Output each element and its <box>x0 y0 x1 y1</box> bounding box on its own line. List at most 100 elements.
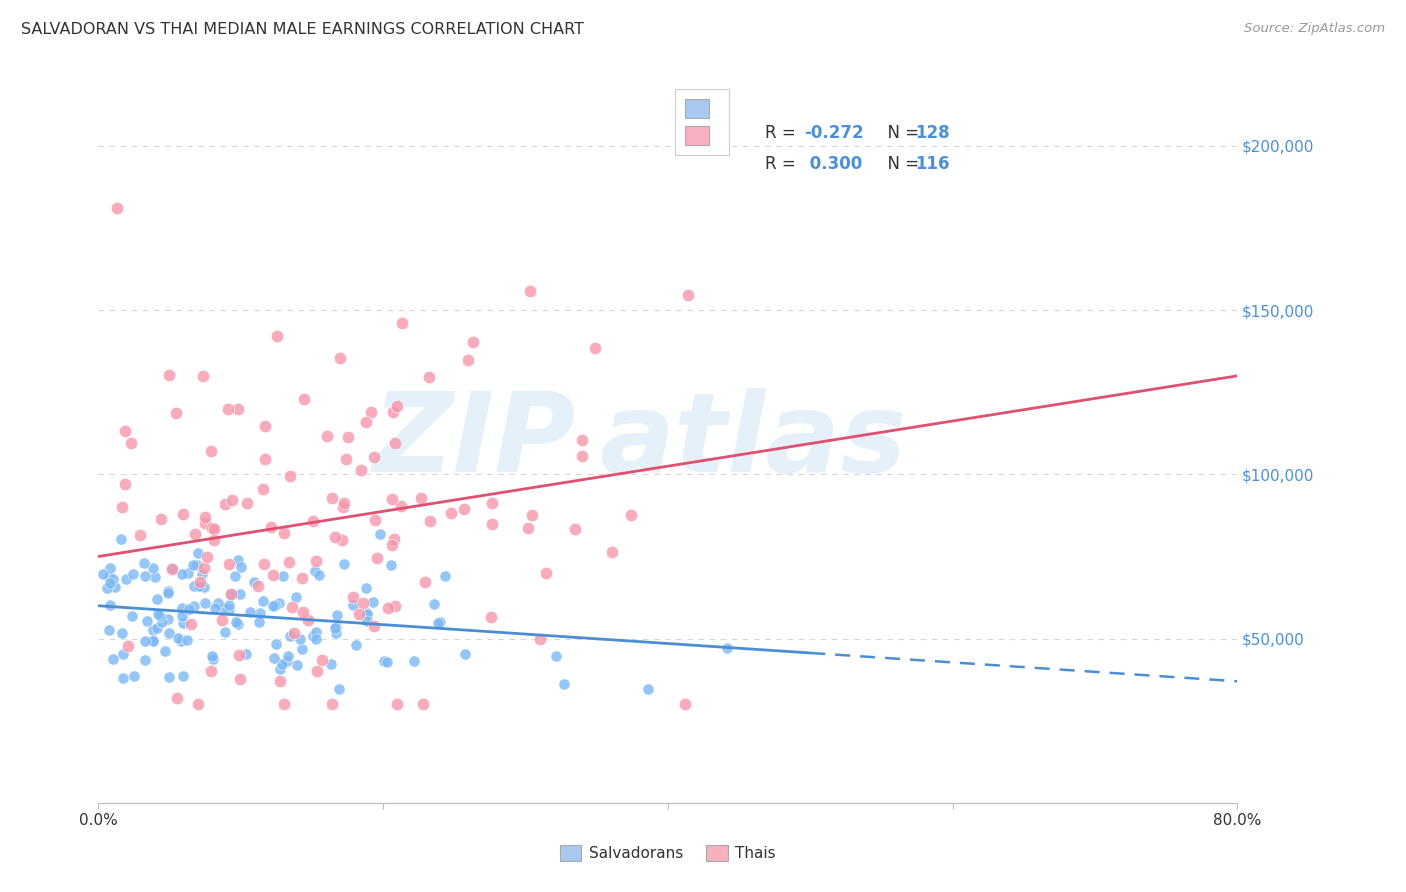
Point <box>221 492 243 507</box>
Point <box>160 562 183 576</box>
Point <box>385 399 408 413</box>
Point <box>191 566 214 581</box>
Point <box>235 496 257 510</box>
Point <box>288 632 311 646</box>
Point <box>291 571 314 585</box>
Point <box>454 647 477 661</box>
Point <box>134 634 156 648</box>
Point <box>284 590 307 604</box>
Point <box>332 496 354 510</box>
Point <box>229 587 252 601</box>
Point <box>156 612 179 626</box>
Point <box>249 606 271 620</box>
Point <box>382 532 405 546</box>
Point <box>252 593 274 607</box>
Point <box>254 418 277 433</box>
Point <box>305 625 328 640</box>
Point <box>229 672 252 686</box>
Point <box>200 664 222 678</box>
Point <box>305 632 328 646</box>
Text: 116: 116 <box>915 155 949 173</box>
Point <box>413 575 436 590</box>
Point <box>117 639 139 653</box>
Point <box>226 616 249 631</box>
Point <box>304 564 326 578</box>
Point <box>325 626 347 640</box>
Point <box>148 609 170 624</box>
Point <box>637 682 659 697</box>
Point <box>520 508 543 522</box>
Point <box>172 668 194 682</box>
Point <box>356 614 378 628</box>
Point <box>384 599 406 613</box>
Point <box>105 202 128 216</box>
Point <box>110 626 132 640</box>
Point <box>481 516 503 531</box>
Point <box>278 556 301 570</box>
Point <box>434 569 457 583</box>
Point <box>364 513 387 527</box>
Point <box>101 652 124 666</box>
Point <box>620 508 643 522</box>
Point <box>104 580 127 594</box>
Point <box>676 287 699 301</box>
Legend: Salvadorans, Thais: Salvadorans, Thais <box>554 839 782 867</box>
Point <box>278 469 301 483</box>
Point <box>149 511 172 525</box>
Point <box>377 655 399 669</box>
Point <box>301 514 323 528</box>
Point <box>186 558 208 572</box>
Point <box>165 406 187 420</box>
Point <box>292 392 315 406</box>
Point <box>273 568 295 582</box>
Point <box>191 368 214 383</box>
Point <box>201 652 224 666</box>
Point <box>304 554 326 568</box>
Point <box>262 599 284 614</box>
Point <box>583 341 606 355</box>
Point <box>297 613 319 627</box>
Point <box>342 590 364 604</box>
Point <box>225 615 247 629</box>
Point <box>98 561 121 575</box>
Point <box>419 514 441 528</box>
Point <box>517 521 540 535</box>
Point <box>363 619 385 633</box>
Point <box>172 567 194 582</box>
Point <box>423 597 446 611</box>
Point <box>453 502 475 516</box>
Point <box>91 566 114 581</box>
Point <box>247 615 270 630</box>
Point <box>273 698 295 712</box>
Point <box>429 615 451 630</box>
Point <box>333 558 356 572</box>
Point <box>335 451 357 466</box>
Point <box>391 316 413 330</box>
Point <box>135 614 157 628</box>
Point <box>172 507 194 521</box>
Point <box>457 353 479 368</box>
Point <box>329 351 352 365</box>
Point <box>204 601 226 615</box>
Point <box>214 497 236 511</box>
Point <box>217 402 239 417</box>
Point <box>235 647 257 661</box>
Point <box>352 597 374 611</box>
Text: atlas: atlas <box>599 388 907 495</box>
Point <box>534 566 557 580</box>
Point <box>218 557 240 571</box>
Point <box>145 621 167 635</box>
Point <box>157 670 180 684</box>
Point <box>270 657 292 672</box>
Point <box>325 619 347 633</box>
Point <box>110 500 132 514</box>
Point <box>181 558 204 573</box>
Point <box>193 560 215 574</box>
Point <box>463 334 485 349</box>
Point <box>219 587 242 601</box>
Point <box>267 595 290 609</box>
Point <box>226 401 249 416</box>
Point <box>418 370 440 384</box>
Point <box>291 605 314 619</box>
Point <box>112 647 135 661</box>
